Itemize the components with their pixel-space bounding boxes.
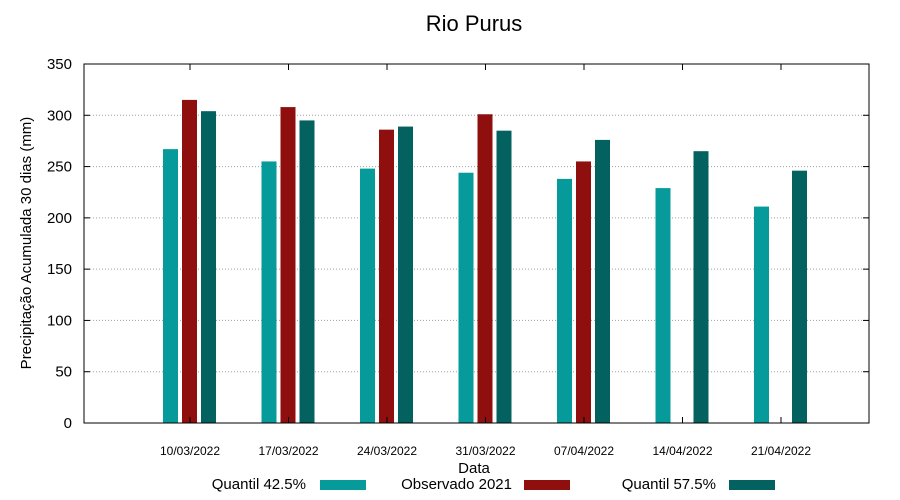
- bar: [754, 206, 769, 423]
- legend-swatch: [729, 480, 775, 490]
- bar: [261, 161, 277, 423]
- y-tick-label: 350: [47, 56, 72, 73]
- bar: [595, 139, 610, 423]
- grid-lines: [84, 114, 869, 373]
- bar: [398, 126, 413, 423]
- plot-frame: [83, 63, 870, 424]
- bar: [379, 129, 394, 423]
- bar: [201, 111, 216, 423]
- legend-swatch: [320, 480, 366, 490]
- bars: [163, 99, 807, 424]
- legend-label: Observado 2021: [401, 476, 512, 493]
- x-tick-label: 14/04/2022: [652, 444, 712, 458]
- chart-title: Rio Purus: [426, 11, 523, 36]
- y-tick-label: 250: [47, 159, 72, 176]
- bar: [576, 161, 591, 423]
- bar: [458, 172, 474, 423]
- bar: [163, 149, 178, 424]
- bar: [496, 130, 512, 423]
- x-tick-label: 31/03/2022: [455, 444, 515, 458]
- bar: [299, 120, 315, 424]
- legend-label: Quantil 42.5%: [212, 476, 306, 493]
- y-tick-label: 50: [55, 364, 72, 381]
- y-tick-label: 100: [47, 312, 72, 329]
- legend: Quantil 42.5% Observado 2021 Quantil 57.5%: [212, 476, 775, 493]
- bar: [792, 170, 807, 423]
- y-tick-label: 300: [47, 107, 72, 124]
- legend-label: Quantil 57.5%: [622, 476, 716, 493]
- x-axis-label: Data: [458, 460, 490, 477]
- bar: [693, 151, 709, 423]
- x-tick-label: 07/04/2022: [554, 444, 614, 458]
- bar: [360, 168, 375, 423]
- x-tick-label: 10/03/2022: [160, 444, 220, 458]
- x-tick-label: 17/03/2022: [258, 444, 318, 458]
- bar: [655, 188, 671, 423]
- bar: [477, 114, 493, 423]
- y-axis-label: Precipitação Acumulada 30 dias (mm): [18, 117, 35, 370]
- bar: [557, 178, 572, 423]
- y-tick-label: 0: [64, 415, 72, 432]
- legend-swatch: [524, 480, 570, 490]
- y-tick-label: 150: [47, 261, 72, 278]
- x-tick-label: 21/04/2022: [751, 444, 811, 458]
- x-tick-label: 24/03/2022: [357, 444, 417, 458]
- y-tick-label: 200: [47, 210, 72, 227]
- bar: [182, 99, 197, 424]
- axis-ticks: 0 50 100 150 200 250 300 350 10/03/2022 17/03/202…: [47, 56, 869, 458]
- bar: [280, 107, 296, 423]
